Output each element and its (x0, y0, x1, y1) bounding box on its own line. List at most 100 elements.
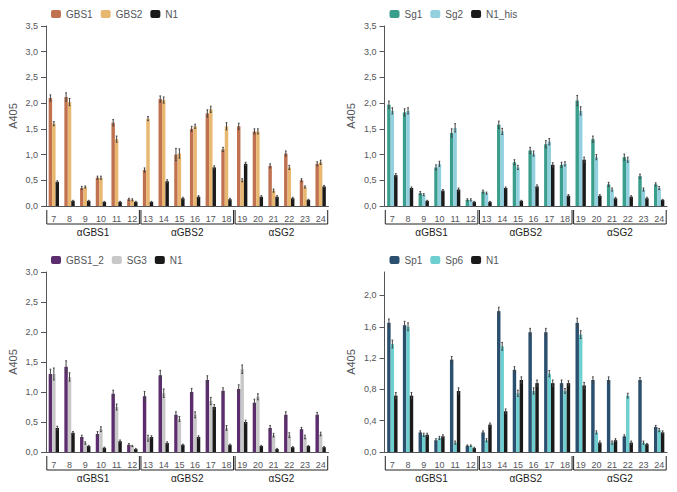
svg-text:24: 24 (316, 214, 326, 224)
svg-text:2,0: 2,0 (25, 98, 38, 108)
svg-text:7: 7 (390, 460, 395, 470)
svg-text:3,0: 3,0 (25, 267, 38, 277)
svg-text:11: 11 (112, 460, 121, 470)
svg-text:19: 19 (237, 214, 247, 224)
svg-text:1,5: 1,5 (25, 124, 38, 134)
svg-text:1,0: 1,0 (364, 150, 377, 160)
svg-text:1,5: 1,5 (25, 357, 38, 367)
svg-text:16: 16 (190, 460, 200, 470)
svg-text:18: 18 (221, 460, 231, 470)
svg-text:αSG2: αSG2 (269, 227, 295, 238)
svg-text:A405: A405 (7, 103, 19, 129)
svg-text:23: 23 (638, 460, 648, 470)
svg-text:GBS1_2: GBS1_2 (66, 255, 104, 266)
svg-text:0,4: 0,4 (364, 416, 377, 426)
svg-text:9: 9 (83, 460, 88, 470)
svg-text:7: 7 (390, 214, 395, 224)
svg-text:17: 17 (206, 460, 216, 470)
svg-text:3,0: 3,0 (25, 47, 38, 57)
svg-text:16: 16 (529, 460, 539, 470)
svg-text:αGBS2: αGBS2 (510, 473, 543, 484)
svg-text:22: 22 (623, 214, 633, 224)
svg-text:21: 21 (607, 460, 617, 470)
svg-text:19: 19 (237, 460, 247, 470)
svg-text:Sp1: Sp1 (405, 255, 423, 266)
svg-text:19: 19 (576, 214, 586, 224)
svg-text:15: 15 (174, 460, 184, 470)
svg-text:2,5: 2,5 (25, 72, 38, 82)
svg-text:αGBS1: αGBS1 (77, 473, 110, 484)
svg-text:15: 15 (174, 214, 184, 224)
svg-text:αGBS1: αGBS1 (415, 227, 448, 238)
svg-text:23: 23 (300, 214, 310, 224)
svg-text:18: 18 (221, 214, 231, 224)
svg-text:12: 12 (466, 214, 476, 224)
svg-text:12: 12 (127, 214, 137, 224)
svg-text:2,0: 2,0 (364, 98, 377, 108)
svg-text:13: 13 (143, 460, 153, 470)
svg-text:2,5: 2,5 (25, 297, 38, 307)
svg-text:0,8: 0,8 (364, 384, 377, 394)
svg-text:3,0: 3,0 (364, 47, 377, 57)
svg-text:11: 11 (450, 460, 459, 470)
svg-text:Sg2: Sg2 (445, 9, 463, 20)
svg-text:αGBS2: αGBS2 (171, 227, 204, 238)
svg-text:23: 23 (300, 460, 310, 470)
svg-text:14: 14 (497, 214, 507, 224)
svg-text:0,0: 0,0 (364, 201, 377, 211)
svg-text:Sg1: Sg1 (405, 9, 423, 20)
svg-text:1,0: 1,0 (25, 387, 38, 397)
svg-text:24: 24 (654, 214, 664, 224)
svg-text:0,5: 0,5 (25, 417, 38, 427)
svg-text:1,2: 1,2 (364, 353, 377, 363)
svg-text:2,0: 2,0 (364, 290, 377, 300)
svg-text:13: 13 (482, 214, 492, 224)
svg-text:αSG2: αSG2 (269, 473, 295, 484)
svg-text:9: 9 (421, 214, 426, 224)
svg-text:21: 21 (607, 214, 617, 224)
svg-text:7: 7 (51, 214, 56, 224)
svg-text:12: 12 (127, 460, 137, 470)
svg-text:16: 16 (529, 214, 539, 224)
svg-text:9: 9 (421, 460, 426, 470)
svg-text:αSG2: αSG2 (607, 227, 633, 238)
svg-text:αSG2: αSG2 (607, 473, 633, 484)
svg-text:A405: A405 (345, 103, 357, 129)
svg-text:N1: N1 (170, 255, 183, 266)
svg-text:A405: A405 (345, 349, 357, 375)
svg-text:11: 11 (450, 214, 459, 224)
svg-text:15: 15 (513, 214, 523, 224)
svg-text:SG3: SG3 (127, 255, 147, 266)
svg-text:8: 8 (67, 214, 72, 224)
svg-text:0,0: 0,0 (364, 447, 377, 457)
svg-text:2,5: 2,5 (364, 72, 377, 82)
svg-text:13: 13 (143, 214, 153, 224)
svg-text:0,5: 0,5 (364, 175, 377, 185)
svg-text:αGBS1: αGBS1 (77, 227, 110, 238)
svg-text:10: 10 (434, 460, 444, 470)
svg-text:23: 23 (638, 214, 648, 224)
svg-text:0,5: 0,5 (25, 175, 38, 185)
svg-text:15: 15 (513, 460, 523, 470)
svg-text:24: 24 (654, 460, 664, 470)
svg-text:7: 7 (51, 460, 56, 470)
svg-text:8: 8 (406, 460, 411, 470)
svg-text:16: 16 (190, 214, 200, 224)
svg-text:10: 10 (434, 214, 444, 224)
svg-text:20: 20 (591, 460, 601, 470)
svg-text:14: 14 (497, 460, 507, 470)
svg-text:3,5: 3,5 (364, 21, 377, 31)
svg-text:N1: N1 (486, 255, 499, 266)
svg-text:14: 14 (159, 460, 169, 470)
svg-text:8: 8 (67, 460, 72, 470)
svg-text:22: 22 (284, 214, 294, 224)
svg-text:18: 18 (560, 460, 570, 470)
svg-text:0,0: 0,0 (25, 447, 38, 457)
svg-text:αGBS2: αGBS2 (510, 227, 543, 238)
svg-text:1,6: 1,6 (364, 322, 377, 332)
svg-text:1,0: 1,0 (25, 150, 38, 160)
svg-text:9: 9 (83, 214, 88, 224)
svg-text:1,5: 1,5 (364, 124, 377, 134)
svg-text:N1: N1 (165, 9, 178, 20)
svg-text:14: 14 (159, 214, 169, 224)
